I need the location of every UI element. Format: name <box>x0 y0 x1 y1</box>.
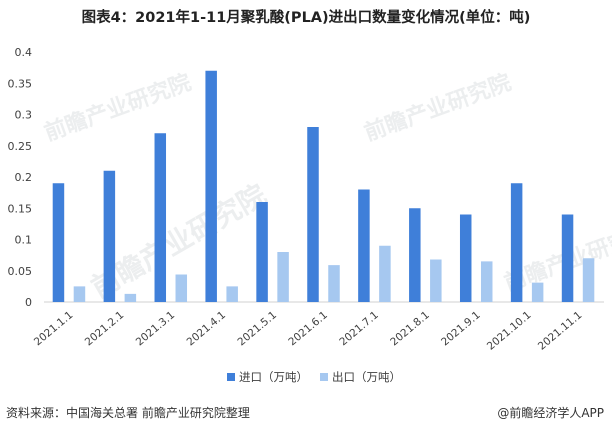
legend-import-swatch <box>227 373 235 381</box>
y-tick-label-2: 0.1 <box>15 234 33 247</box>
bar-import-10 <box>561 214 574 302</box>
bar-export-9 <box>531 282 544 302</box>
bar-import-0 <box>52 183 65 302</box>
bar-import-3 <box>205 70 217 302</box>
bar-export-7 <box>430 259 442 302</box>
x-tick-label-8: 2021.9.1 <box>439 309 483 348</box>
bar-import-2 <box>154 133 167 302</box>
y-tick-label-8: 0.4 <box>15 46 33 59</box>
x-tick-label-0: 2021.1.1 <box>32 309 76 348</box>
x-tick-label-7: 2021.8.1 <box>388 309 432 348</box>
x-tick-label-1: 2021.2.1 <box>83 309 127 348</box>
y-tick-label-6: 0.3 <box>15 109 33 122</box>
bar-import-8 <box>459 214 472 302</box>
bar-import-6 <box>358 189 370 302</box>
x-tick-label-4: 2021.5.1 <box>235 309 279 348</box>
x-tick-label-9: 2021.10.1 <box>485 309 534 353</box>
y-tick-label-0: 0 <box>25 296 32 309</box>
bar-import-5 <box>307 127 319 302</box>
bar-export-3 <box>226 286 238 302</box>
x-tick-label-6: 2021.7.1 <box>337 309 381 348</box>
x-tick-label-10: 2021.11.1 <box>536 309 585 353</box>
x-tick-label-2: 2021.3.1 <box>134 309 178 348</box>
y-tick-label-7: 0.35 <box>8 77 33 90</box>
legend-export-swatch <box>320 373 328 381</box>
bar-export-8 <box>480 261 493 302</box>
y-tick-label-1: 0.05 <box>8 265 33 278</box>
y-tick-label-4: 0.2 <box>15 171 33 184</box>
bar-export-1 <box>124 293 137 302</box>
x-tick-label-3: 2021.4.1 <box>185 309 229 348</box>
legend-export-label: 出口（万吨） <box>332 370 401 384</box>
bar-export-6 <box>379 245 391 302</box>
credit-note: @前瞻经济学人APP <box>497 406 604 420</box>
bar-export-10 <box>582 258 595 302</box>
bar-import-9 <box>510 183 523 302</box>
bar-import-7 <box>409 208 421 302</box>
bar-import-1 <box>103 170 116 302</box>
bar-export-0 <box>73 286 86 302</box>
legend-import-label: 进口（万吨） <box>239 370 308 384</box>
bar-import-4 <box>256 202 268 302</box>
bar-export-2 <box>175 274 188 302</box>
x-tick-label-5: 2021.6.1 <box>286 309 330 348</box>
bar-export-5 <box>328 265 340 302</box>
bar-export-4 <box>277 252 289 302</box>
chart-title: 图表4：2021年1-11月聚乳酸(PLA)进出口数量变化情况(单位：吨) <box>81 10 531 26</box>
y-tick-label-5: 0.25 <box>8 140 33 153</box>
source-note: 资料来源：中国海关总署 前瞻产业研究院整理 <box>6 406 250 420</box>
y-tick-label-3: 0.15 <box>8 202 33 215</box>
